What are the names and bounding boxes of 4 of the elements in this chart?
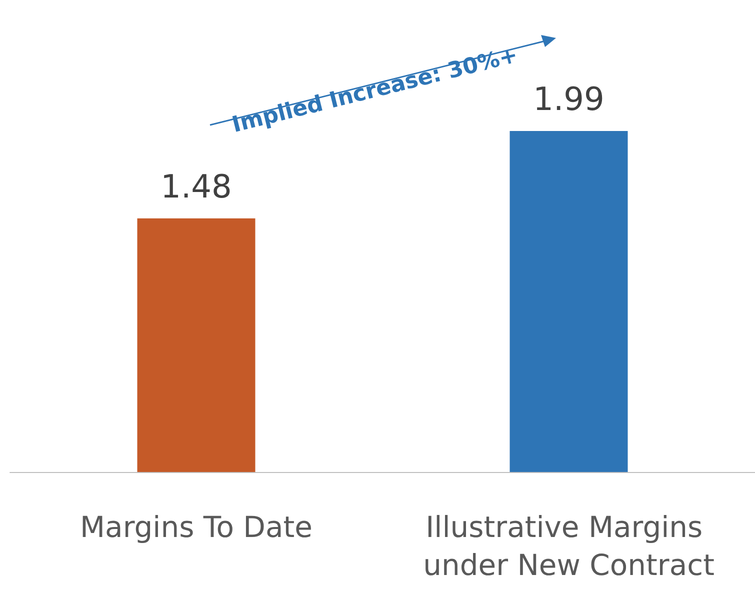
- x-tick-label: Margins To Date: [80, 510, 312, 544]
- x-tick-label: Illustrative Margins under New Contract: [423, 510, 714, 582]
- data-label: 1.48: [160, 167, 232, 206]
- data-label: 1.99: [533, 80, 604, 118]
